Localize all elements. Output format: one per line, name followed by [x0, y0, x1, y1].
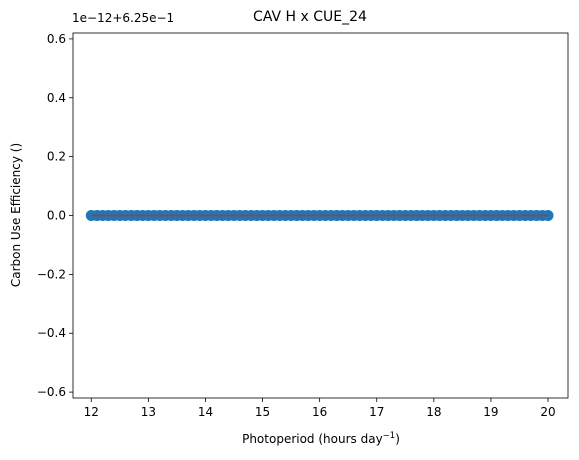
y-tick-label: −0.6 [37, 385, 66, 399]
chart-title: CAV H x CUE_24 [253, 9, 367, 25]
x-tick-label: 19 [483, 405, 498, 419]
y-tick-label: −0.2 [37, 267, 66, 281]
y-tick-label: 0.2 [47, 150, 66, 164]
y-tick-label: 0.0 [47, 209, 66, 223]
x-tick-label: 13 [141, 405, 156, 419]
x-axis-label: Photoperiod (hours day−1) [242, 431, 400, 446]
x-tick-label: 18 [426, 405, 441, 419]
y-tick-label: 0.6 [47, 32, 66, 46]
y-tick-label: 0.4 [47, 91, 66, 105]
x-axis-ticks: 12 13 14 15 16 17 18 19 20 [84, 398, 556, 419]
x-tick-label: 20 [540, 405, 555, 419]
x-tick-label: 15 [255, 405, 270, 419]
x-tick-label: 17 [369, 405, 384, 419]
x-tick-label: 12 [84, 405, 99, 419]
plot-marks [85, 210, 554, 221]
y-axis-label: Carbon Use Efficiency () [9, 143, 23, 287]
x-tick-label: 14 [198, 405, 213, 419]
y-tick-label: −0.4 [37, 326, 66, 340]
x-tick-label: 16 [312, 405, 327, 419]
y-axis-offset-text: 1e−12+6.25e−1 [72, 11, 174, 25]
y-axis-ticks: −0.6 −0.4 −0.2 0.0 0.2 0.4 0.6 [37, 32, 73, 399]
